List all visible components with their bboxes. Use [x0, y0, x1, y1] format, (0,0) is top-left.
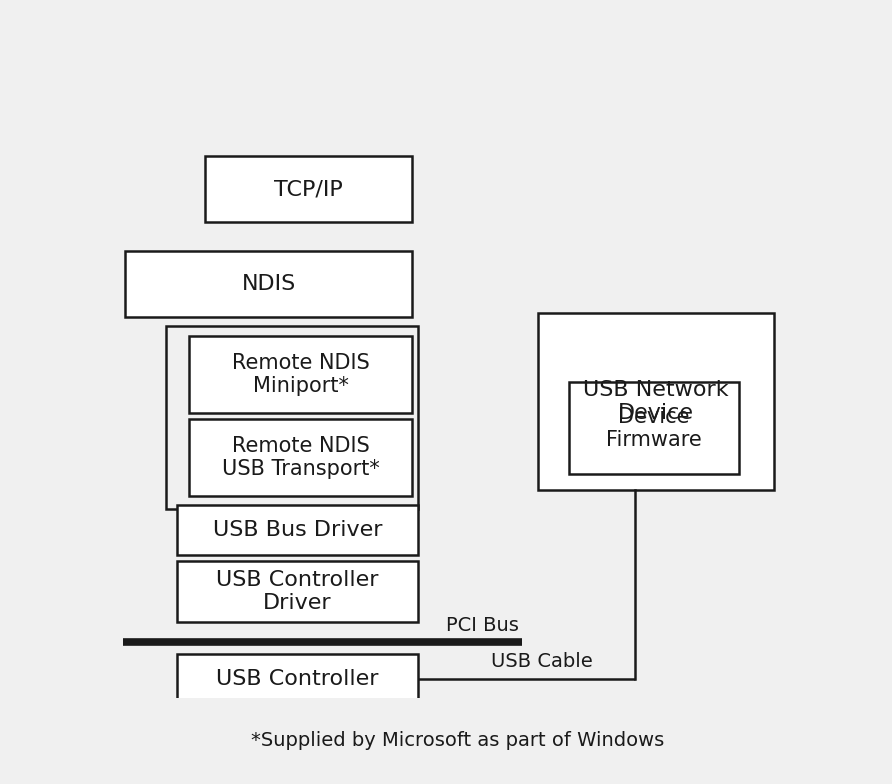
Bar	[178, 561, 417, 622]
Text: PCI Bus: PCI Bus	[446, 615, 519, 634]
Bar	[189, 419, 412, 496]
Text: USB Bus Driver: USB Bus Driver	[213, 521, 383, 540]
Bar	[166, 326, 417, 509]
Bar	[126, 251, 412, 317]
Text: NDIS: NDIS	[242, 274, 296, 294]
Text: Remote NDIS
USB Transport*: Remote NDIS USB Transport*	[222, 436, 379, 479]
Bar	[189, 336, 412, 413]
Text: USB Controller
Driver: USB Controller Driver	[216, 570, 379, 613]
Text: Device
Firmware: Device Firmware	[607, 407, 702, 450]
Text: *Supplied by Microsoft as part of Windows: *Supplied by Microsoft as part of Window…	[251, 731, 664, 750]
Bar	[569, 382, 739, 474]
Text: USB Cable: USB Cable	[491, 652, 593, 671]
Text: Remote NDIS
Miniport*: Remote NDIS Miniport*	[232, 353, 369, 396]
Bar	[538, 313, 774, 490]
Text: TCP/IP: TCP/IP	[274, 180, 343, 199]
Bar	[204, 157, 412, 222]
Text: USB Network
Device: USB Network Device	[583, 379, 729, 423]
Text: USB Controller: USB Controller	[216, 669, 379, 689]
Bar	[178, 505, 417, 555]
Bar	[178, 654, 417, 704]
